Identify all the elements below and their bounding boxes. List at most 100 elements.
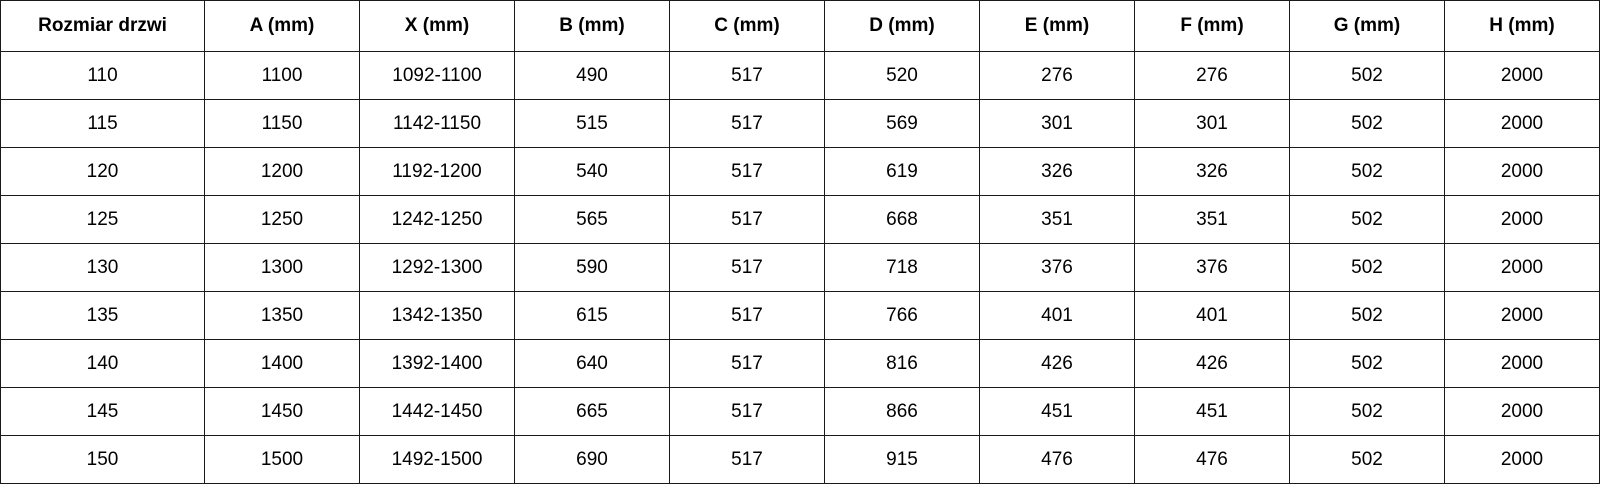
table-cell: 1342-1350 bbox=[359, 291, 515, 340]
table-cell: 502 bbox=[1289, 339, 1445, 388]
table-cell: 569 bbox=[824, 99, 980, 148]
table-cell: 2000 bbox=[1444, 243, 1600, 292]
table-cell: 451 bbox=[1134, 387, 1290, 436]
table-cell: 351 bbox=[979, 195, 1135, 244]
table-row: 110 1100 1092-1100 490 517 520 276 276 502 2000 bbox=[0, 51, 1600, 100]
table-cell: 476 bbox=[1134, 435, 1290, 484]
table-row: 150 1500 1492-1500 690 517 915 476 476 502 2000 bbox=[0, 435, 1600, 484]
table-cell: 326 bbox=[979, 147, 1135, 196]
table-cell: 140 bbox=[0, 339, 205, 388]
table-cell: 426 bbox=[1134, 339, 1290, 388]
table-cell: 1092-1100 bbox=[359, 51, 515, 100]
table-cell: 1142-1150 bbox=[359, 99, 515, 148]
table-cell: 619 bbox=[824, 147, 980, 196]
table-cell: 517 bbox=[669, 291, 825, 340]
table-cell: 1500 bbox=[204, 435, 360, 484]
table-cell: 145 bbox=[0, 387, 205, 436]
table-cell: 1192-1200 bbox=[359, 147, 515, 196]
table-cell: 2000 bbox=[1444, 147, 1600, 196]
table-cell: 502 bbox=[1289, 51, 1445, 100]
table-row: 135 1350 1342-1350 615 517 766 401 401 502 2000 bbox=[0, 291, 1600, 340]
header-row: Rozmiar drzwi A (mm) X (mm) B (mm) C (mm) D (… bbox=[0, 0, 1600, 52]
table-cell: 1300 bbox=[204, 243, 360, 292]
column-header: C (mm) bbox=[669, 0, 825, 52]
table-cell: 401 bbox=[1134, 291, 1290, 340]
table-cell: 517 bbox=[669, 147, 825, 196]
table-cell: 301 bbox=[1134, 99, 1290, 148]
table-cell: 590 bbox=[514, 243, 670, 292]
table-cell: 665 bbox=[514, 387, 670, 436]
table-row: 145 1450 1442-1450 665 517 866 451 451 502 2000 bbox=[0, 387, 1600, 436]
table-cell: 502 bbox=[1289, 195, 1445, 244]
table-cell: 502 bbox=[1289, 147, 1445, 196]
column-header: B (mm) bbox=[514, 0, 670, 52]
table-cell: 502 bbox=[1289, 99, 1445, 148]
table-cell: 866 bbox=[824, 387, 980, 436]
table-cell: 1250 bbox=[204, 195, 360, 244]
table-cell: 540 bbox=[514, 147, 670, 196]
table-cell: 1100 bbox=[204, 51, 360, 100]
table-cell: 668 bbox=[824, 195, 980, 244]
table-cell: 130 bbox=[0, 243, 205, 292]
table-cell: 766 bbox=[824, 291, 980, 340]
table-cell: 426 bbox=[979, 339, 1135, 388]
table-cell: 502 bbox=[1289, 387, 1445, 436]
table-cell: 517 bbox=[669, 243, 825, 292]
table-cell: 1392-1400 bbox=[359, 339, 515, 388]
table-row: 120 1200 1192-1200 540 517 619 326 326 502 2000 bbox=[0, 147, 1600, 196]
table-cell: 2000 bbox=[1444, 339, 1600, 388]
table-row: 140 1400 1392-1400 640 517 816 426 426 502 2000 bbox=[0, 339, 1600, 388]
table-cell: 135 bbox=[0, 291, 205, 340]
table-cell: 276 bbox=[979, 51, 1135, 100]
table-cell: 326 bbox=[1134, 147, 1290, 196]
table-cell: 1450 bbox=[204, 387, 360, 436]
table-cell: 2000 bbox=[1444, 435, 1600, 484]
table-cell: 2000 bbox=[1444, 99, 1600, 148]
table-cell: 517 bbox=[669, 339, 825, 388]
table-cell: 1242-1250 bbox=[359, 195, 515, 244]
table-cell: 915 bbox=[824, 435, 980, 484]
table-cell: 565 bbox=[514, 195, 670, 244]
table-cell: 490 bbox=[514, 51, 670, 100]
table-cell: 1442-1450 bbox=[359, 387, 515, 436]
column-header: H (mm) bbox=[1444, 0, 1600, 52]
table-cell: 451 bbox=[979, 387, 1135, 436]
table-cell: 125 bbox=[0, 195, 205, 244]
column-header: X (mm) bbox=[359, 0, 515, 52]
table-cell: 351 bbox=[1134, 195, 1290, 244]
table-cell: 376 bbox=[979, 243, 1135, 292]
table-cell: 502 bbox=[1289, 435, 1445, 484]
table-cell: 1150 bbox=[204, 99, 360, 148]
table-cell: 520 bbox=[824, 51, 980, 100]
table-cell: 1400 bbox=[204, 339, 360, 388]
table-cell: 301 bbox=[979, 99, 1135, 148]
table-cell: 615 bbox=[514, 291, 670, 340]
table-cell: 2000 bbox=[1444, 387, 1600, 436]
table-cell: 150 bbox=[0, 435, 205, 484]
table-cell: 2000 bbox=[1444, 291, 1600, 340]
table-cell: 690 bbox=[514, 435, 670, 484]
table-cell: 517 bbox=[669, 195, 825, 244]
table-cell: 502 bbox=[1289, 291, 1445, 340]
table-cell: 640 bbox=[514, 339, 670, 388]
table-cell: 517 bbox=[669, 435, 825, 484]
table-cell: 2000 bbox=[1444, 195, 1600, 244]
table-cell: 120 bbox=[0, 147, 205, 196]
column-header: F (mm) bbox=[1134, 0, 1290, 52]
table-cell: 110 bbox=[0, 51, 205, 100]
column-header: D (mm) bbox=[824, 0, 980, 52]
table-cell: 515 bbox=[514, 99, 670, 148]
table-cell: 816 bbox=[824, 339, 980, 388]
column-header: A (mm) bbox=[204, 0, 360, 52]
table-cell: 476 bbox=[979, 435, 1135, 484]
table-cell: 115 bbox=[0, 99, 205, 148]
table-cell: 502 bbox=[1289, 243, 1445, 292]
table-cell: 1492-1500 bbox=[359, 435, 515, 484]
column-header: E (mm) bbox=[979, 0, 1135, 52]
table-row: 115 1150 1142-1150 515 517 569 301 301 502 2000 bbox=[0, 99, 1600, 148]
table-cell: 517 bbox=[669, 387, 825, 436]
table-cell: 401 bbox=[979, 291, 1135, 340]
table-body: 110 1100 1092-1100 490 517 520 276 276 502 2000 11… bbox=[0, 51, 1600, 484]
table-cell: 276 bbox=[1134, 51, 1290, 100]
